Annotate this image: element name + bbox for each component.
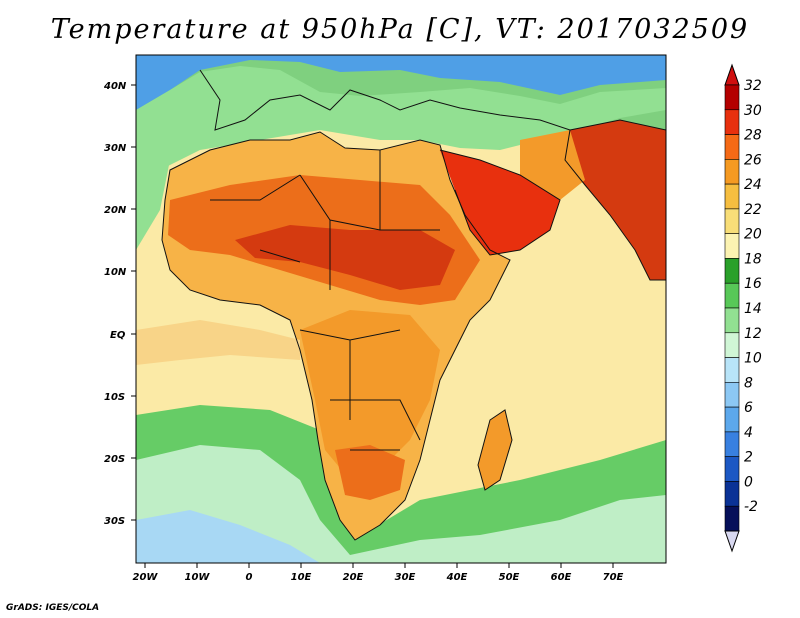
africa-coastline [161, 131, 511, 541]
colorbar-block [724, 431, 740, 457]
colorbar-block [724, 208, 740, 234]
colorbar-label: 8 [744, 375, 753, 391]
colorbar-block [724, 481, 740, 507]
europe-light-region [136, 66, 666, 190]
colorbar-label: 20 [744, 227, 762, 243]
sahel-hottest-region [235, 225, 455, 290]
colorbar-label: 4 [744, 425, 753, 441]
colorbar-label: 12 [744, 326, 762, 342]
colorbar-block [724, 109, 740, 135]
colorbar-block [724, 134, 740, 160]
india-coastline [564, 119, 666, 281]
europe-cold-region [136, 55, 666, 110]
south-blue-band [136, 510, 320, 563]
colorbar-block [724, 233, 740, 259]
atlantic-west-band [136, 150, 170, 250]
colorbar-block [724, 183, 740, 210]
lon-label-10E: 10E [291, 572, 312, 583]
colorbar-label: 22 [744, 202, 762, 218]
lon-label-0: 0 [246, 572, 253, 583]
country-borders [210, 150, 440, 451]
plot-frame [135, 54, 667, 564]
colorbar-block [724, 307, 740, 334]
colorbar-block [724, 332, 740, 358]
colorbar-label: 0 [744, 474, 753, 490]
lon-label-20W: 20W [133, 572, 159, 583]
southern-africa-hot [335, 445, 405, 500]
lon-axis: 20W 10W 0 10E 20E 30E 40E 50E 60E 70E [133, 563, 624, 583]
lat-label-20N: 20N [104, 205, 127, 216]
madagascar-coastline [477, 409, 513, 491]
lat-label-20S: 20S [104, 454, 125, 465]
lat-label-10S: 10S [104, 392, 125, 403]
lon-label-70E: 70E [603, 572, 624, 583]
colorbar-block [724, 357, 740, 383]
map-title: Temperature at 950hPa [C], VT: 201703250… [50, 14, 750, 45]
colorbar-block [724, 382, 740, 408]
colorbar-label: 6 [744, 400, 753, 416]
lat-axis: 40N 30N 20N 10N EQ 10S 20S 30S [103, 81, 136, 527]
colorbar-label: 2 [744, 450, 753, 466]
colorbar-label: 24 [744, 177, 762, 193]
lon-label-30E: 30E [395, 572, 416, 583]
colorbar-label: 26 [744, 152, 762, 168]
colorbar-label: 16 [744, 276, 762, 292]
colorbar-block [724, 258, 740, 284]
lon-label-10W: 10W [185, 572, 211, 583]
colorbar-block [724, 282, 740, 309]
colorbar-label: 28 [744, 128, 762, 144]
colorbar-label: 14 [744, 301, 762, 317]
colorbar-block [724, 505, 740, 532]
map-field [136, 55, 666, 563]
colorbar-label: 32 [744, 78, 762, 94]
colorbar-block [724, 159, 740, 185]
lat-label-30S: 30S [104, 516, 125, 527]
persia-warm-region [520, 130, 585, 200]
colorbar-label: 30 [744, 103, 762, 119]
colorbar-block [724, 406, 740, 433]
lon-label-40E: 40E [446, 572, 468, 583]
india-hot-region [565, 120, 666, 280]
colorbar-block [724, 456, 740, 482]
lon-label-60E: 60E [551, 572, 572, 583]
colorbar-label: -2 [744, 499, 758, 515]
south-light-band [136, 445, 666, 563]
colorbar-label: 18 [744, 251, 762, 267]
colorbar-blocks [724, 84, 740, 532]
madagascar-warm [478, 410, 512, 490]
equatorial-ocean-band [136, 320, 300, 365]
grads-credit: GrADS: IGES/COLA [6, 603, 100, 613]
colorbar-block [724, 84, 740, 111]
central-africa-warm [300, 310, 440, 480]
lon-label-50E: 50E [499, 572, 520, 583]
colorbar-top-arrow [724, 63, 740, 86]
lat-label-30N: 30N [104, 143, 127, 154]
colorbar-label: 10 [744, 351, 762, 367]
arabia-coastline [439, 149, 561, 256]
europe-coastline [199, 69, 571, 131]
lat-label-10N: 10N [104, 267, 127, 278]
colorbar-bottom-arrow [724, 530, 740, 553]
lat-label-40N: 40N [103, 81, 127, 92]
lat-label-EQ: EQ [110, 330, 126, 341]
lon-label-20E: 20E [343, 572, 364, 583]
coastlines [161, 69, 666, 541]
